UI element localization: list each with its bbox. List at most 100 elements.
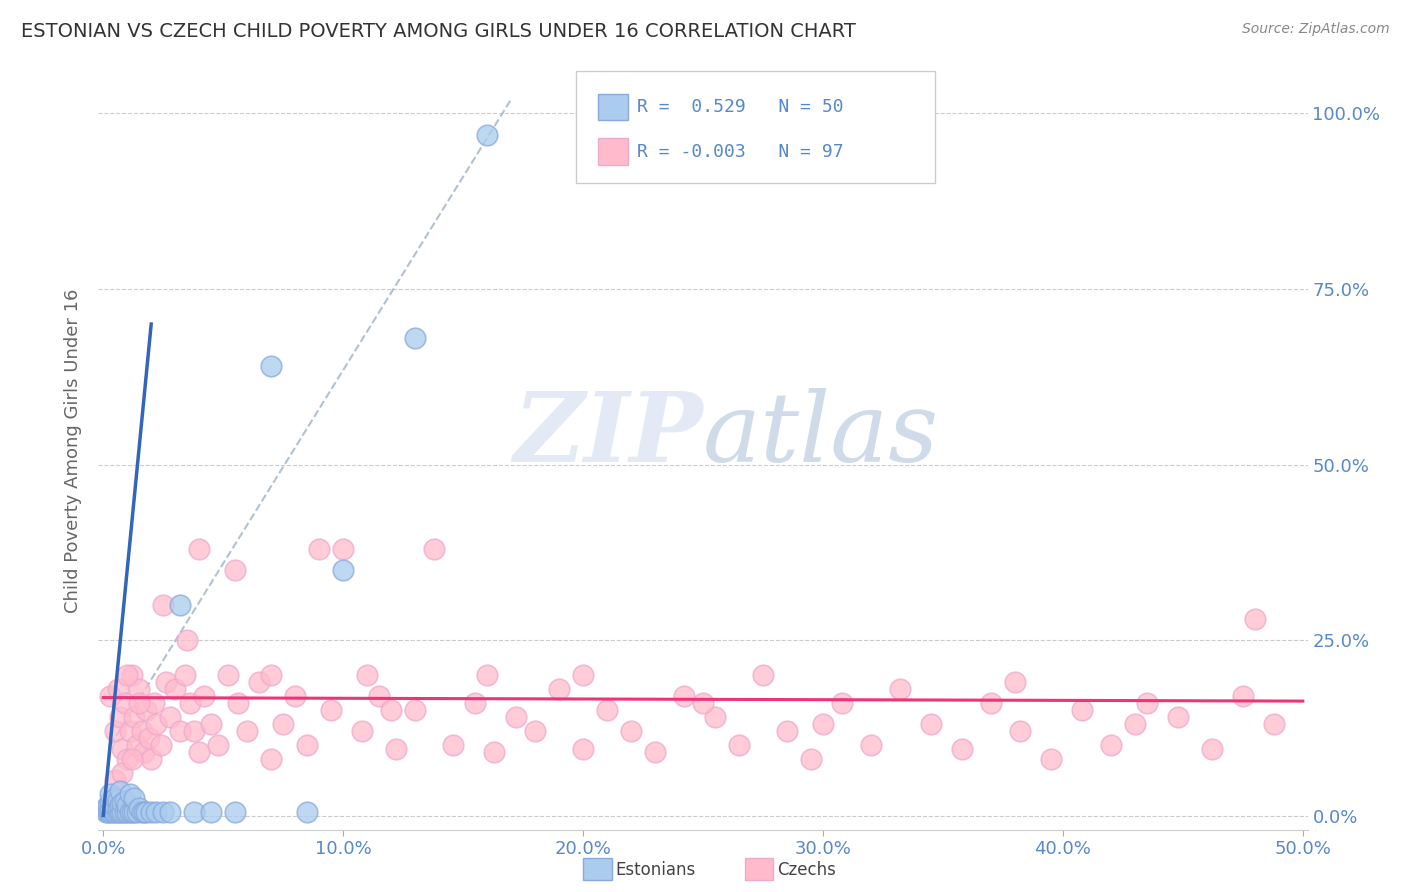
Point	[155, 675, 177, 690]
Point	[1201, 741, 1223, 756]
Point	[121, 668, 143, 682]
Point	[443, 739, 465, 753]
Point	[132, 805, 155, 819]
Point	[118, 788, 141, 802]
Point	[811, 717, 834, 731]
Point	[776, 724, 799, 739]
Point	[101, 796, 124, 810]
Point	[321, 703, 343, 717]
Point	[176, 633, 198, 648]
Point	[889, 682, 911, 697]
Point	[1167, 710, 1189, 724]
Point	[107, 801, 129, 815]
Point	[131, 724, 153, 739]
Point	[332, 563, 354, 577]
Point	[596, 703, 619, 717]
Point	[247, 675, 270, 690]
Point	[260, 359, 283, 374]
Point	[295, 805, 318, 819]
Point	[831, 696, 853, 710]
Point	[100, 689, 122, 703]
Point	[97, 797, 120, 812]
Point	[104, 805, 127, 819]
Point	[142, 696, 165, 710]
Point	[141, 752, 163, 766]
Point	[224, 563, 246, 577]
Point	[111, 741, 134, 756]
Point	[108, 805, 131, 819]
Point	[404, 703, 426, 717]
Point	[107, 793, 129, 807]
Point	[1004, 675, 1026, 690]
Point	[104, 791, 127, 805]
Point	[169, 724, 191, 739]
Point	[672, 689, 695, 703]
Point	[200, 805, 222, 819]
Point	[859, 739, 882, 753]
Point	[183, 724, 205, 739]
Point	[94, 805, 117, 819]
Point	[217, 668, 239, 682]
Point	[149, 739, 172, 753]
Point	[94, 801, 117, 815]
Point	[165, 682, 187, 697]
Point	[475, 668, 498, 682]
Point	[125, 739, 148, 753]
Y-axis label: Child Poverty Among Girls Under 16: Child Poverty Among Girls Under 16	[63, 288, 82, 613]
Point	[131, 805, 153, 819]
Point	[135, 805, 157, 819]
Point	[159, 710, 181, 724]
Point	[752, 668, 775, 682]
Point	[104, 724, 127, 739]
Text: R = -0.003   N = 97: R = -0.003 N = 97	[637, 143, 844, 161]
Point	[108, 784, 131, 798]
Point	[800, 752, 823, 766]
Point	[124, 710, 146, 724]
Point	[1099, 739, 1122, 753]
Point	[271, 717, 294, 731]
Point	[260, 752, 283, 766]
Point	[207, 739, 229, 753]
Point	[111, 766, 134, 780]
Point	[332, 541, 354, 556]
Point	[352, 724, 374, 739]
Point	[475, 128, 498, 142]
Point	[423, 541, 446, 556]
Point	[111, 796, 134, 810]
Point	[128, 682, 150, 697]
Point	[1136, 696, 1159, 710]
Text: Estonians: Estonians	[616, 861, 696, 879]
Point	[236, 724, 259, 739]
Point	[704, 710, 727, 724]
Point	[115, 797, 138, 812]
Point	[464, 696, 486, 710]
Point	[100, 801, 122, 815]
Point	[100, 795, 122, 809]
Point	[97, 805, 120, 819]
Point	[980, 696, 1002, 710]
Point	[224, 805, 246, 819]
Point	[135, 703, 157, 717]
Point	[121, 805, 143, 819]
Point	[124, 805, 146, 819]
Point	[548, 682, 571, 697]
Point	[108, 797, 131, 812]
Point	[620, 724, 643, 739]
Point	[188, 541, 211, 556]
Point	[404, 331, 426, 345]
Point	[159, 805, 181, 819]
Point	[284, 689, 307, 703]
Point	[101, 805, 124, 819]
Point	[368, 689, 391, 703]
Point	[524, 724, 547, 739]
Point	[107, 805, 129, 819]
Point	[138, 731, 160, 746]
Point	[920, 717, 942, 731]
Point	[152, 805, 174, 819]
Point	[200, 717, 222, 731]
Point	[950, 741, 973, 756]
Point	[169, 598, 191, 612]
Point	[260, 668, 283, 682]
Point	[124, 791, 146, 805]
Point	[1039, 752, 1062, 766]
